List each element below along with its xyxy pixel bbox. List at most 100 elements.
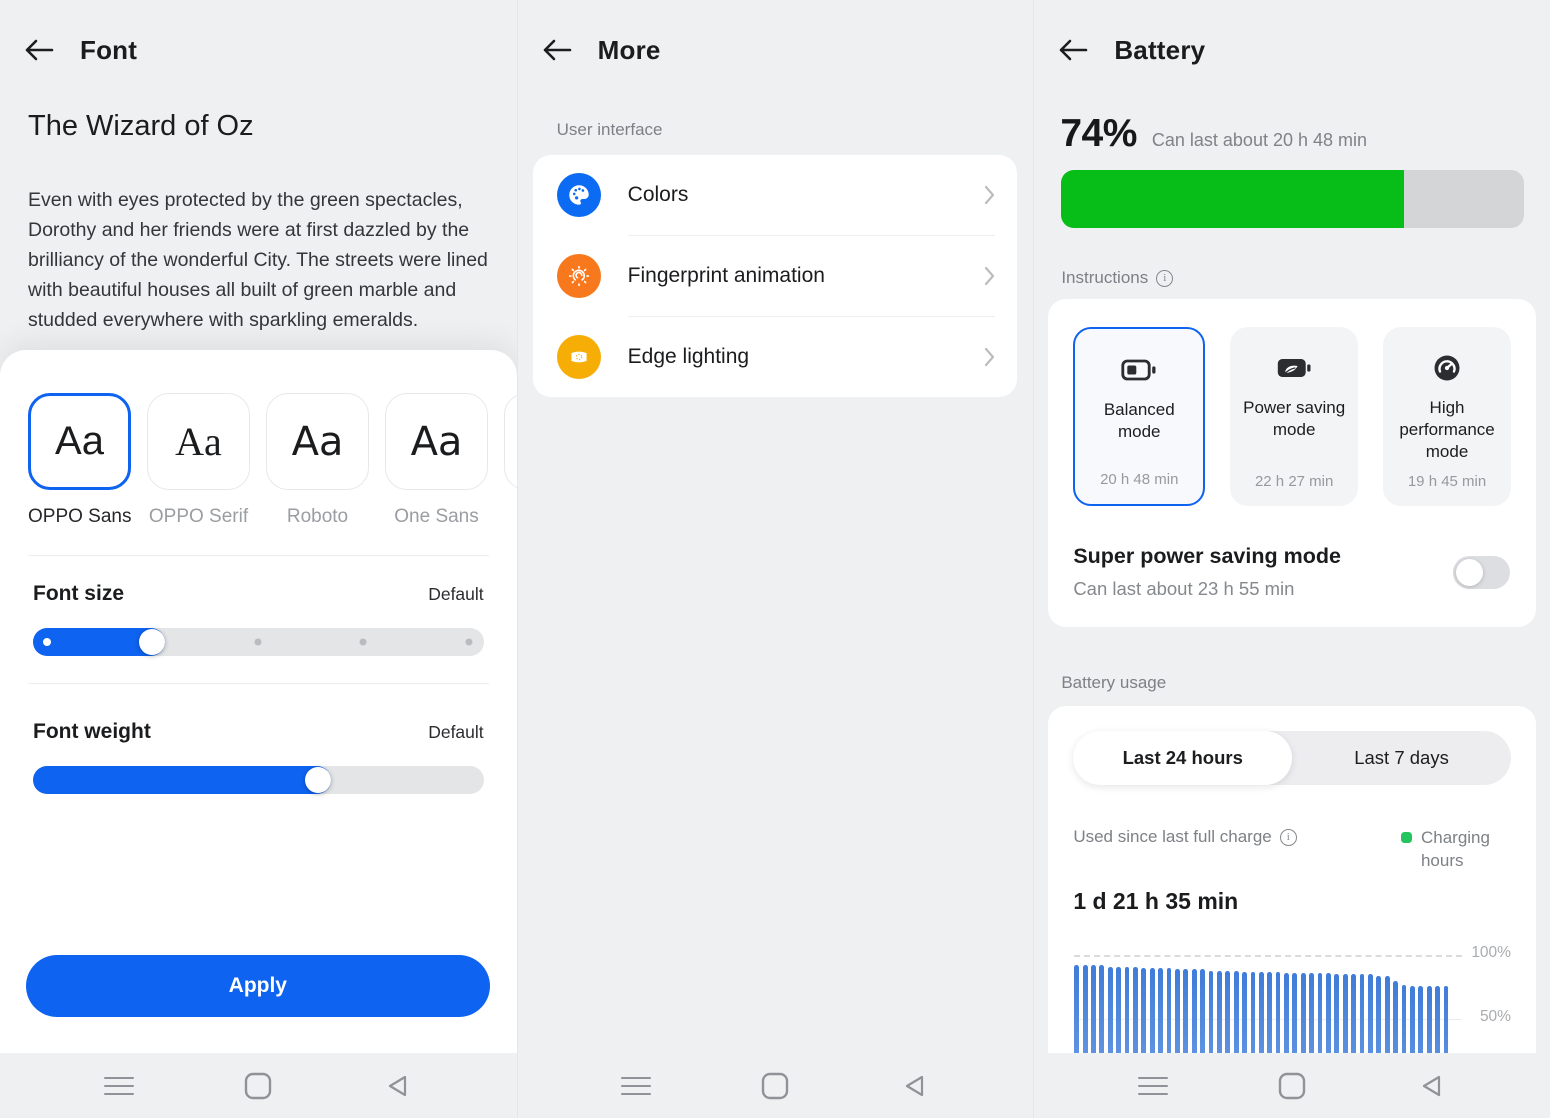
battery-stats: 74% Can last about 20 h 48 min (1034, 70, 1550, 156)
apply-button[interactable]: Apply (26, 955, 490, 1017)
page-title: Battery (1114, 34, 1206, 65)
chart-bar (1183, 969, 1189, 1107)
mode-card-balanced[interactable]: Balanced mode 20 h 48 min (1073, 327, 1206, 507)
toggle-knob (1455, 558, 1483, 586)
ytick-100: 100% (1471, 944, 1511, 962)
font-weight-slider-thumb[interactable] (305, 767, 332, 793)
chart-bar (1292, 973, 1298, 1107)
recents-button[interactable] (614, 1068, 658, 1104)
chevron-right-icon (985, 347, 995, 367)
recents-icon (1138, 1076, 1169, 1095)
home-button[interactable] (1270, 1068, 1314, 1104)
back-button[interactable] (22, 35, 56, 65)
divider (627, 235, 996, 236)
tab-last-24-hours[interactable]: Last 24 hours (1073, 731, 1293, 786)
font-size-slider-thumb[interactable] (138, 629, 165, 655)
font-family-list: Aa OPPO Sans Aa OPPO Serif Aa Roboto Aa … (0, 350, 517, 528)
tab-last-7-days[interactable]: Last 7 days (1292, 731, 1511, 785)
preview-title: The Wizard of Oz (28, 110, 254, 142)
menu-item-fingerprint-animation[interactable]: Fingerprint animation (533, 236, 1018, 316)
font-size-slider[interactable] (33, 628, 484, 656)
chart-bar (1175, 969, 1180, 1107)
home-icon (762, 1072, 789, 1099)
mode-card-power-saving[interactable]: Power saving mode 22 h 27 min (1230, 327, 1359, 507)
font-card-roboto[interactable]: Aa (266, 393, 369, 490)
chart-bar (1326, 973, 1331, 1107)
info-icon[interactable]: i (1279, 828, 1297, 846)
back-arrow-icon (25, 39, 54, 61)
back-nav-button[interactable] (1409, 1068, 1453, 1104)
battery-usage-section-label: Battery usage (1061, 673, 1167, 693)
mode-card-high-performance[interactable]: High performance mode 19 h 45 min (1383, 327, 1511, 507)
recents-button[interactable] (1131, 1068, 1175, 1104)
super-power-saving-toggle[interactable] (1452, 555, 1510, 589)
chart-bar (1225, 970, 1231, 1107)
battery-icon (1121, 349, 1157, 391)
battery-header: Battery (1034, 0, 1550, 70)
font-card-partial[interactable] (504, 393, 517, 490)
font-preview: The Wizard of Oz Even with eyes protecte… (0, 110, 517, 335)
battery-percent: 74% (1060, 112, 1137, 155)
divider (627, 316, 996, 317)
page-title: More (597, 34, 661, 65)
navigation-bar (0, 1053, 517, 1118)
back-nav-button[interactable] (892, 1068, 936, 1104)
font-size-row: Font size Default (0, 556, 517, 606)
font-options-sheet: Aa OPPO Sans Aa OPPO Serif Aa Roboto Aa … (0, 350, 517, 1118)
chart-bar (1435, 985, 1440, 1107)
legend-green-dot (1400, 832, 1412, 844)
speedometer-icon (1432, 347, 1462, 389)
more-header: More (518, 0, 1034, 70)
battery-usage-chart: 100% 50% (1073, 929, 1511, 1107)
font-option-one-sans: Aa One Sans (385, 393, 488, 528)
font-card-label: One Sans (394, 506, 479, 527)
back-triangle-icon (389, 1075, 407, 1096)
used-since-label: Used since last full charge (1073, 827, 1272, 847)
divider (28, 555, 489, 556)
usage-meta-row: Used since last full charge i Charging h… (1073, 827, 1511, 873)
chart-bar (1309, 973, 1315, 1107)
menu-item-colors[interactable]: Colors (533, 155, 1018, 235)
charging-hours-legend: Charging hours (1400, 827, 1511, 873)
home-icon (1278, 1072, 1306, 1099)
font-card-oppo-serif[interactable]: Aa (147, 393, 250, 490)
back-arrow-icon (1060, 39, 1088, 61)
mode-duration: 22 h 27 min (1254, 473, 1334, 491)
menu-item-label: Edge lighting (627, 345, 750, 368)
font-weight-slider[interactable] (33, 766, 484, 794)
info-icon[interactable]: i (1156, 269, 1174, 287)
chevron-right-icon (985, 266, 995, 286)
chart-bar (1091, 965, 1096, 1107)
home-button[interactable] (753, 1068, 797, 1104)
chart-bar (1233, 970, 1239, 1107)
chart-bar (1384, 975, 1390, 1107)
instructions-label: Instructions (1061, 268, 1149, 287)
chart-bar (1409, 985, 1415, 1107)
chart-bar (1334, 974, 1340, 1107)
font-card-label: Roboto (286, 506, 349, 527)
font-option-oppo-sans: Aa OPPO Sans (28, 393, 132, 528)
recents-icon (104, 1076, 135, 1095)
recents-button[interactable] (97, 1068, 141, 1104)
chart-bar (1351, 974, 1356, 1107)
battery-level-bar (1061, 170, 1524, 228)
chart-bar (1300, 973, 1306, 1107)
chart-bar (1242, 971, 1247, 1107)
back-button[interactable] (540, 35, 574, 65)
menu-item-label: Colors (627, 183, 689, 206)
font-size-value: Default (428, 584, 484, 604)
font-card-oppo-sans[interactable]: Aa (28, 393, 131, 490)
chart-bar (1267, 971, 1273, 1107)
section-label: User interface (556, 120, 663, 139)
back-nav-button[interactable] (375, 1068, 419, 1104)
home-button[interactable] (236, 1068, 280, 1104)
font-card-one-sans[interactable]: Aa (385, 393, 488, 490)
chart-bar (1418, 985, 1424, 1107)
divider (28, 683, 489, 684)
mode-duration: 19 h 45 min (1407, 473, 1487, 491)
menu-item-edge-lighting[interactable]: Edge lighting (533, 317, 1018, 397)
navigation-bar (1034, 1053, 1550, 1118)
back-button[interactable] (1056, 35, 1090, 65)
chart-bar (1393, 980, 1398, 1107)
edge-lighting-icon (556, 335, 601, 379)
